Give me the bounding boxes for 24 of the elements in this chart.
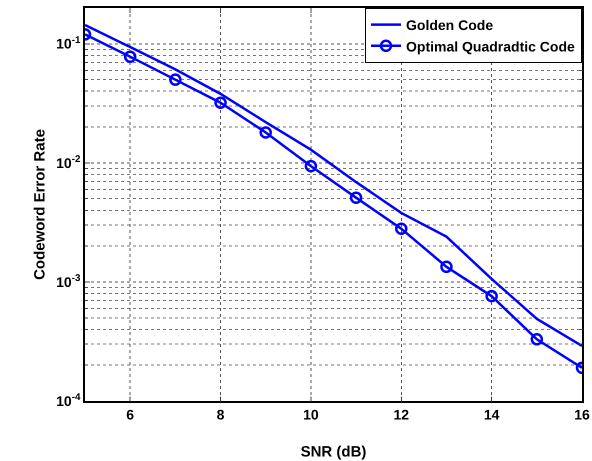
point	[124, 50, 136, 63]
point	[169, 73, 182, 86]
y-tick-label: 10$^{-1}$	[56, 34, 81, 52]
legend-label: Optimal Quadradtic Code	[406, 38, 576, 54]
point	[395, 222, 408, 235]
legend-label: Golden Code	[406, 17, 494, 34]
y-tick-label: 10$^{-4}$	[56, 392, 81, 409]
point	[214, 96, 227, 109]
y-axis-title: Codeword Error Rate	[32, 129, 48, 280]
y-tick-label: 10$^{-3}$	[56, 272, 81, 290]
x-tick-label: 14	[484, 406, 500, 423]
x-tick-label: 8	[216, 406, 225, 423]
x-tick-label: 16	[574, 406, 590, 423]
x-tick-label: 10	[303, 406, 319, 423]
x-tick-label: 12	[393, 406, 410, 423]
point	[530, 333, 544, 346]
point	[350, 191, 362, 204]
point	[259, 126, 272, 139]
y-tick-label: 10$^{-2}$	[56, 154, 81, 171]
point	[485, 290, 498, 302]
point	[440, 260, 453, 274]
x-axis-title: SNR (dB)	[300, 444, 366, 460]
x-tick-label: 6	[126, 406, 134, 423]
point	[304, 160, 318, 172]
